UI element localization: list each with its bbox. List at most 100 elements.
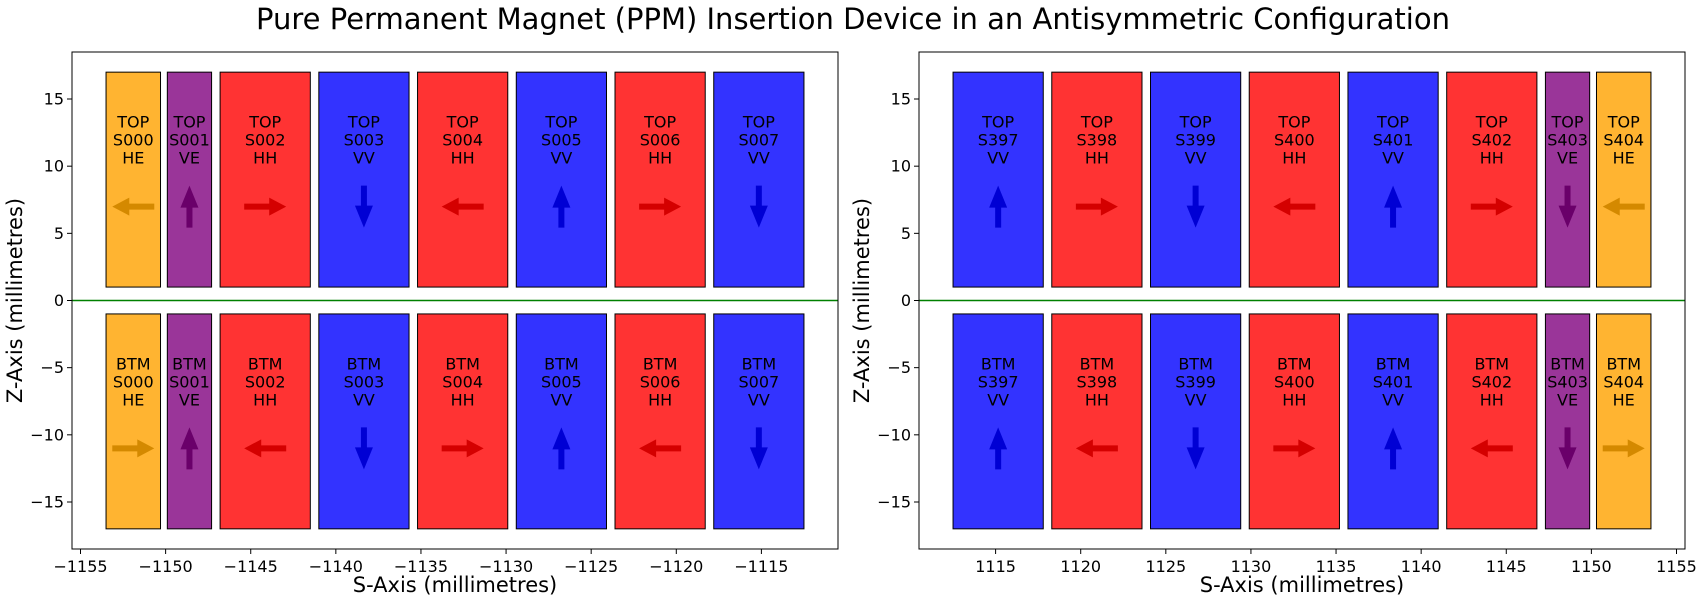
x-tick-label: −1155	[53, 557, 107, 576]
magnet-label-row: BTM	[643, 354, 678, 373]
magnet-label-id: S004	[442, 372, 483, 391]
magnet-label-row: TOP	[1475, 113, 1508, 132]
magnet-block	[1051, 71, 1143, 288]
magnet-label-type: HH	[1085, 149, 1109, 168]
x-tick-label: −1135	[394, 557, 448, 576]
arrow-down-icon	[749, 185, 768, 228]
magnet-block	[417, 71, 509, 288]
magnet-label-row: TOP	[1551, 113, 1584, 132]
arrow-shape	[1186, 427, 1205, 470]
magnet-label-id: S404	[1603, 372, 1644, 391]
magnet-label-type: VV	[1185, 149, 1207, 168]
arrow-down-icon	[1186, 427, 1205, 470]
magnet-label-id: S004	[442, 131, 483, 150]
arrow-down-icon	[354, 427, 373, 470]
magnet-label-id: S404	[1603, 131, 1644, 150]
magnet-label-id: S005	[541, 131, 582, 150]
magnet-label-type: VV	[550, 390, 572, 409]
arrow-up-icon	[989, 427, 1008, 470]
magnet-label-id: S001	[169, 131, 210, 150]
magnet-label-row: TOP	[981, 113, 1014, 132]
arrow-shape	[1602, 197, 1645, 216]
magnet-label-type: VV	[748, 390, 770, 409]
magnet-label-id: S001	[169, 372, 210, 391]
x-tick-label: 1125	[1145, 557, 1186, 576]
y-tick-label: −10	[30, 425, 64, 444]
magnet-label-id: S402	[1471, 372, 1512, 391]
arrow-up-icon	[180, 185, 199, 228]
arrow-shape	[989, 427, 1008, 470]
magnet-label-id: S007	[738, 372, 779, 391]
arrow-down-icon	[1558, 185, 1577, 228]
magnet-label-row: BTM	[981, 354, 1016, 373]
y-tick-label: 15	[44, 90, 64, 109]
magnet-label-row: TOP	[1607, 113, 1640, 132]
arrow-left-icon	[1273, 197, 1316, 216]
x-tick-label: 1145	[1486, 557, 1527, 576]
magnet-label-id: S403	[1547, 131, 1588, 150]
magnet-label-row: BTM	[1080, 354, 1115, 373]
x-tick-label: −1125	[564, 557, 618, 576]
magnet-block	[417, 313, 509, 530]
magnet-label-type: HH	[253, 390, 277, 409]
magnet-label-type: HH	[1085, 390, 1109, 409]
magnet-label-type: VE	[179, 390, 200, 409]
arrow-right-icon	[1273, 439, 1316, 458]
magnet-label-row: TOP	[116, 113, 149, 132]
arrow-shape	[1075, 439, 1118, 458]
arrow-shape	[180, 427, 199, 470]
magnet-label-row: TOP	[1080, 113, 1113, 132]
magnet-label-row: TOP	[1277, 113, 1310, 132]
y-tick-label: −15	[30, 492, 64, 511]
magnet-label-id: S399	[1175, 131, 1216, 150]
arrow-shape	[112, 439, 155, 458]
arrow-down-icon	[354, 185, 373, 228]
arrow-shape	[1558, 427, 1577, 470]
magnet-block	[713, 313, 805, 530]
magnet-label-id: S398	[1077, 131, 1118, 150]
arrow-shape	[989, 185, 1008, 228]
magnet-label-type: HH	[451, 149, 475, 168]
magnet-label-type: HH	[648, 390, 672, 409]
x-axis-label: S-Axis (millimetres)	[353, 573, 558, 597]
x-tick-label: −1150	[139, 557, 193, 576]
magnet-label-type: VE	[1557, 149, 1578, 168]
arrow-right-icon	[1075, 197, 1118, 216]
magnet-label-row: BTM	[347, 354, 382, 373]
arrow-shape	[1075, 197, 1118, 216]
arrow-right-icon	[441, 439, 484, 458]
magnet-label-id: S000	[113, 372, 154, 391]
magnet-block	[1347, 71, 1439, 288]
magnet-label-type: VV	[748, 149, 770, 168]
magnet-block	[952, 313, 1044, 530]
magnet-label-row: TOP	[172, 113, 205, 132]
magnet-block	[1446, 71, 1538, 288]
magnet-label-type: HH	[1480, 149, 1504, 168]
magnet-label-type: VE	[1557, 390, 1578, 409]
magnet-block	[1051, 313, 1143, 530]
magnet-block	[1595, 71, 1652, 288]
y-axis-label: Z-Axis (millimetres)	[850, 198, 874, 403]
magnet-block	[105, 313, 162, 530]
magnet-label-type: VV	[987, 390, 1009, 409]
arrow-left-icon	[1470, 439, 1513, 458]
magnet-block	[1248, 313, 1340, 530]
arrow-up-icon	[1384, 185, 1403, 228]
magnet-label-row: TOP	[643, 113, 676, 132]
y-tick-label: −5	[40, 358, 64, 377]
magnet-block	[219, 71, 311, 288]
